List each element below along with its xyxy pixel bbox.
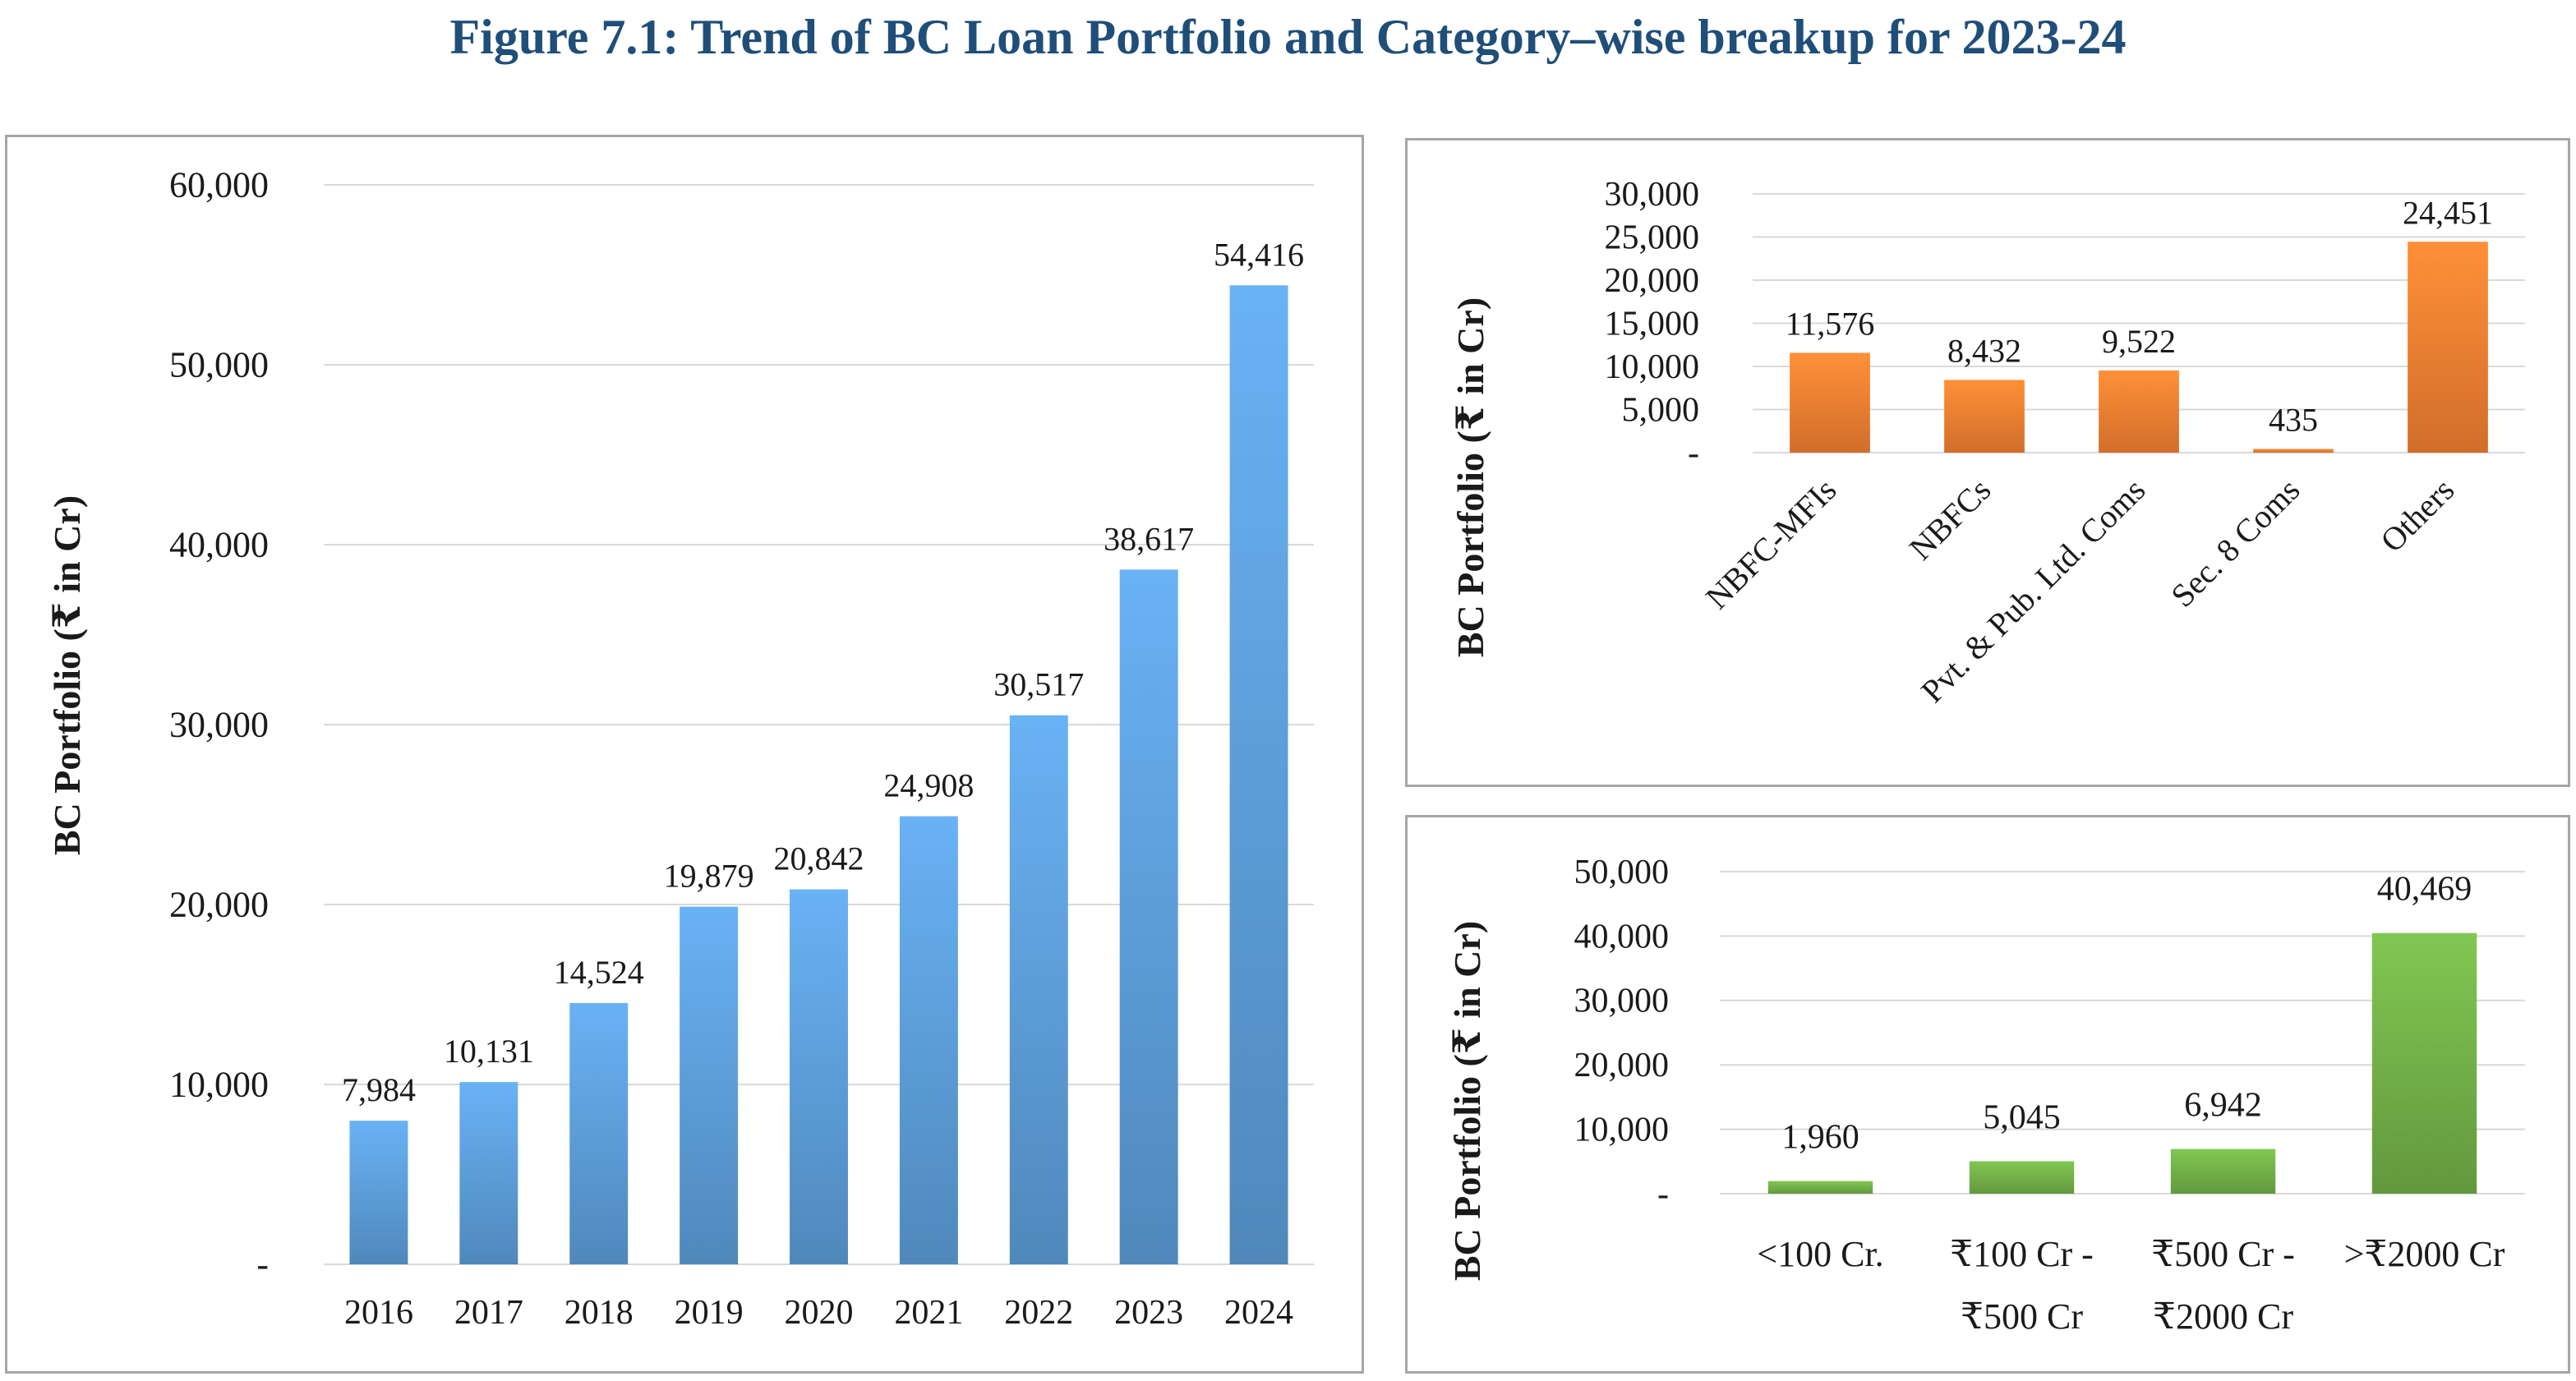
y-tick-label: 5,000 [1622,391,1700,429]
x-tick-label: ₹500 Cr [1961,1296,2083,1337]
y-tick-label: - [1657,1176,1669,1213]
x-tick-label: 2023 [1114,1294,1183,1332]
x-tick-label: ₹100 Cr - [1950,1234,2094,1274]
data-label: 54,416 [1214,236,1304,273]
y-tick-label: 15,000 [1605,305,1700,343]
data-label: 9,522 [2102,323,2176,360]
x-tick-label: NBFCs [1902,472,1998,568]
bar [1944,380,2025,453]
data-label: 20,842 [774,840,864,877]
bar [1767,1181,1873,1194]
x-tick-group: Sec. 8 Coms [2164,472,2306,615]
y-tick-label: 30,000 [1605,176,1700,214]
data-label: 10,131 [444,1033,534,1070]
bar [459,1082,518,1264]
bar [1009,715,1068,1264]
bar [2371,932,2477,1194]
y-tick-label: 40,000 [169,525,269,565]
data-label: 6,942 [2184,1087,2262,1125]
panel-size-breakup: - 10,000 20,000 30,000 40,000 50,000 1,960 <100… [1405,815,2570,1374]
data-label: 5,045 [1983,1098,2061,1136]
bar [569,1002,629,1264]
y-tick-label: 30,000 [169,705,269,745]
data-label: 435 [2269,401,2318,438]
y-tick-label: - [256,1245,269,1285]
y-tick-label: 10,000 [169,1065,269,1105]
data-label: 30,517 [993,666,1084,703]
bar [1229,285,1288,1265]
x-tick-label: >₹2000 Cr [2344,1234,2505,1274]
data-label: 40,469 [2377,871,2472,909]
data-label: 7,984 [342,1071,416,1108]
category-breakup-chart: - 5,000 10,000 15,000 20,000 25,000 30,000 11,5… [1449,176,2525,710]
data-label: 24,451 [2403,194,2493,231]
x-tick-group: NBFC-MFIs [1698,472,1843,616]
bar [2170,1149,2276,1194]
panel-yearly-trend: - 10,000 20,000 30,000 40,000 50,000 60,000 7,9… [5,135,1364,1374]
data-label: 19,879 [664,858,754,895]
y-tick-label: 10,000 [1574,1111,1670,1149]
x-tick-label: 2017 [454,1294,523,1332]
bar [1969,1161,2075,1194]
x-tick-group: Others [2373,472,2461,559]
size-breakup-chart: - 10,000 20,000 30,000 40,000 50,000 1,960 <100… [1446,854,2525,1337]
bar [680,906,739,1264]
x-tick-label: 2018 [565,1294,634,1332]
data-label: 38,617 [1104,520,1194,557]
y-tick-label: 50,000 [1574,854,1670,891]
data-label: 24,908 [883,767,974,804]
x-tick-label: 2019 [675,1294,744,1332]
x-tick-label: Others [2373,472,2461,559]
y-axis-label: BC Portfolio (₹ in Cr) [46,495,88,855]
data-label: 1,960 [1781,1119,1859,1157]
data-label: 8,432 [1947,332,2021,369]
y-axis-label: BC Portfolio (₹ in Cr) [1449,297,1491,657]
x-tick-label: 2024 [1224,1294,1293,1332]
bar [2253,449,2334,453]
bar [790,889,848,1264]
x-tick-label: 2022 [1004,1294,1073,1332]
x-tick-label: 2021 [894,1294,963,1332]
x-tick-label: <100 Cr. [1757,1234,1883,1274]
y-tick-label: 20,000 [1574,1047,1670,1084]
y-tick-label: 30,000 [1574,983,1670,1020]
y-tick-label: 10,000 [1605,348,1700,386]
bar [2408,242,2488,453]
x-tick-label: ₹2000 Cr [2153,1296,2293,1337]
y-axis-label: BC Portfolio (₹ in Cr) [1446,921,1488,1281]
y-tick-label: 20,000 [169,885,269,925]
yearly-trend-chart: - 10,000 20,000 30,000 40,000 50,000 60,000 7,9… [46,165,1314,1332]
figure-title: Figure 7.1: Trend of BC Loan Portfolio a… [449,10,2127,64]
x-tick-label: Sec. 8 Coms [2164,472,2306,615]
bar [349,1121,408,1264]
y-tick-label: 60,000 [169,165,269,205]
bar [1790,352,1870,453]
x-tick-label: 2020 [785,1294,854,1332]
data-label: 11,576 [1786,305,1875,342]
x-tick-label: 2016 [344,1294,413,1332]
data-label: 14,524 [554,954,644,991]
bar [899,816,958,1264]
x-tick-label: ₹500 Cr - [2151,1234,2295,1274]
x-tick-group: NBFCs [1902,472,1998,568]
y-tick-label: 40,000 [1574,918,1670,955]
panel-category-breakup: - 5,000 10,000 15,000 20,000 25,000 30,000 11,5… [1405,138,2570,787]
bar [2099,371,2179,453]
y-tick-label: - [1688,435,1699,472]
y-tick-label: 50,000 [169,345,269,385]
bar [1119,569,1178,1264]
y-tick-label: 25,000 [1605,219,1700,256]
y-tick-label: 20,000 [1605,262,1700,300]
x-tick-label: NBFC-MFIs [1698,472,1843,616]
